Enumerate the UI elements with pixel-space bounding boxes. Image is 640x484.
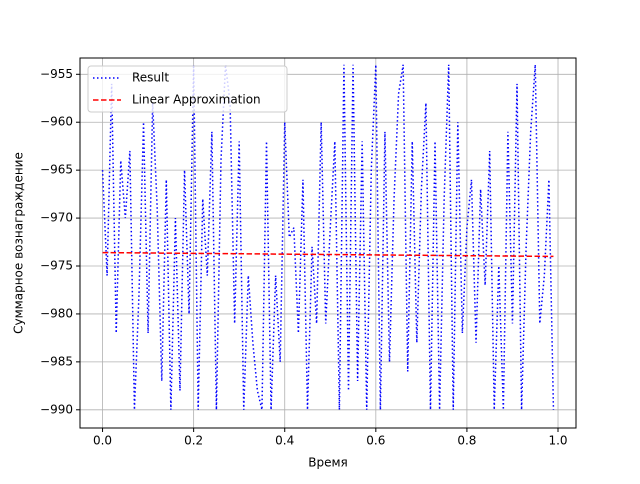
ticks: 0.0 0.2 0.4 0.6 0.8 1.0 −990 −985 −980 −975 −970 −9… bbox=[40, 67, 568, 448]
y-tick-label: −955 bbox=[40, 67, 73, 81]
legend-label: Result bbox=[132, 71, 169, 85]
axes-frame bbox=[79, 57, 577, 429]
x-tick-label: 1.0 bbox=[548, 434, 567, 448]
x-tick-label: 0.0 bbox=[93, 434, 112, 448]
x-tick-label: 0.2 bbox=[184, 434, 203, 448]
y-tick-label: −975 bbox=[40, 259, 73, 273]
legend-box bbox=[87, 65, 288, 113]
y-tick-label: −960 bbox=[40, 115, 73, 129]
y-tick-label: −990 bbox=[40, 402, 73, 416]
legend: Result Linear Approximation bbox=[87, 65, 288, 113]
x-tick-label: 0.6 bbox=[366, 434, 385, 448]
x-tick-label: 0.8 bbox=[457, 434, 476, 448]
data-line bbox=[102, 251, 554, 258]
x-tick-label: 0.4 bbox=[275, 434, 294, 448]
y-tick-label: −970 bbox=[40, 211, 73, 225]
plot bbox=[101, 64, 555, 410]
x-axis-label: Время bbox=[308, 456, 348, 470]
y-tick-label: −985 bbox=[40, 354, 73, 368]
y-tick-label: −980 bbox=[40, 306, 73, 320]
data-line bbox=[101, 64, 555, 410]
legend-label: Linear Approximation bbox=[132, 93, 261, 107]
y-axis-label: Суммарное вознаграждение bbox=[12, 152, 26, 334]
y-tick-label: −965 bbox=[40, 163, 73, 177]
